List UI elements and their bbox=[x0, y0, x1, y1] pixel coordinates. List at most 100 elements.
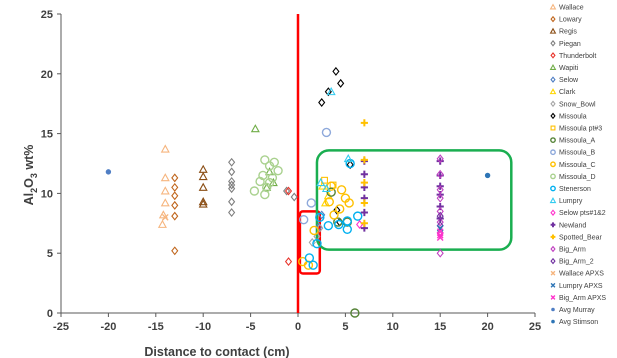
data-point bbox=[160, 144, 170, 153]
data-point bbox=[267, 173, 278, 183]
legend-entry: Lumpry bbox=[559, 198, 583, 205]
data-point bbox=[323, 220, 334, 231]
data-point bbox=[316, 223, 324, 233]
legend-marker bbox=[550, 100, 556, 108]
data-point bbox=[360, 208, 368, 217]
data-point bbox=[171, 182, 179, 192]
legend-marker bbox=[550, 161, 556, 168]
legend-entry: Selow pts#1&2 bbox=[559, 210, 606, 217]
x-tick-label: -10 bbox=[195, 321, 211, 333]
legend-marker bbox=[550, 234, 556, 240]
data-point bbox=[360, 199, 368, 207]
legend-entry: Regis bbox=[559, 29, 577, 36]
data-point bbox=[436, 234, 444, 242]
data-point bbox=[283, 186, 291, 196]
legend-marker bbox=[549, 27, 557, 34]
data-point bbox=[332, 66, 340, 76]
legend-entry: Piegan bbox=[559, 41, 581, 48]
data-point bbox=[303, 260, 314, 270]
legend-marker bbox=[550, 149, 556, 156]
data-point bbox=[360, 170, 368, 178]
legend-entry: Snow_Bowl bbox=[559, 101, 596, 108]
data-point bbox=[171, 191, 179, 201]
data-point bbox=[346, 160, 354, 170]
legend-entry: Newland bbox=[559, 222, 586, 229]
data-point bbox=[298, 215, 309, 225]
legend-marker bbox=[550, 40, 556, 47]
data-point bbox=[337, 78, 345, 88]
legend-marker bbox=[550, 245, 556, 253]
legend-marker bbox=[550, 112, 556, 120]
legend-entry: Missoula_D bbox=[559, 174, 596, 181]
legend-marker bbox=[550, 282, 556, 288]
data-point bbox=[157, 219, 167, 228]
data-point bbox=[436, 157, 444, 165]
legend-entry: Lumpry APXS bbox=[559, 283, 603, 290]
data-point bbox=[353, 211, 363, 221]
data-point bbox=[198, 171, 208, 181]
data-point bbox=[436, 193, 444, 203]
data-point bbox=[158, 210, 168, 219]
x-tick-label: 0 bbox=[295, 321, 301, 333]
data-point bbox=[334, 219, 344, 230]
legend-marker bbox=[549, 88, 557, 95]
data-point bbox=[436, 202, 444, 211]
x-tick-label: -20 bbox=[100, 321, 116, 333]
legend-marker bbox=[550, 270, 556, 276]
data-point bbox=[264, 177, 275, 188]
data-point bbox=[306, 198, 316, 208]
data-point bbox=[105, 169, 112, 175]
legend-entry: Lowary bbox=[559, 17, 582, 24]
data-point bbox=[228, 208, 236, 218]
data-point bbox=[344, 198, 354, 208]
data-point bbox=[171, 200, 179, 210]
x-axis-label: Distance to contact (cm) bbox=[144, 345, 289, 358]
data-point bbox=[360, 219, 368, 227]
data-point bbox=[436, 211, 444, 221]
data-point bbox=[228, 197, 236, 207]
axes bbox=[57, 13, 536, 317]
y-tick-label: 20 bbox=[41, 69, 53, 81]
legend-entry: Wallace bbox=[559, 5, 584, 12]
legend-marker bbox=[550, 137, 556, 144]
legend-marker bbox=[551, 319, 555, 324]
legend-marker bbox=[549, 3, 557, 10]
legend-marker bbox=[550, 173, 556, 180]
data-point bbox=[360, 119, 368, 127]
data-point bbox=[316, 177, 326, 187]
data-point bbox=[228, 157, 236, 167]
data-point bbox=[308, 260, 318, 270]
legend-entry: Selow bbox=[559, 77, 579, 84]
data-point bbox=[436, 248, 444, 258]
data-point bbox=[171, 211, 179, 221]
legend-entry: Clark bbox=[559, 89, 576, 96]
legend-marker bbox=[550, 52, 556, 59]
data-point bbox=[329, 210, 339, 220]
data-points bbox=[105, 66, 491, 318]
legend-entry: Missoula_A bbox=[559, 138, 596, 145]
data-point bbox=[333, 205, 341, 215]
legend-entry: Wapiti bbox=[559, 65, 579, 72]
data-point bbox=[284, 257, 293, 267]
legend-marker bbox=[550, 222, 556, 228]
legend-marker bbox=[550, 209, 556, 216]
y-tick-label: 5 bbox=[47, 248, 53, 260]
legend-entry: Spotted_Bear bbox=[559, 234, 602, 241]
legend-entry: Missoula pt#3 bbox=[559, 126, 602, 133]
y-tick-label: 15 bbox=[41, 129, 53, 141]
x-tick-label: -5 bbox=[246, 321, 256, 333]
annotations bbox=[298, 149, 513, 275]
legend-entry: Avg Murray bbox=[559, 307, 595, 314]
legend-entry: Wallace APXS bbox=[559, 271, 604, 278]
legend-entry: Big_Arm APXS bbox=[559, 295, 606, 302]
data-point bbox=[273, 165, 283, 176]
data-point bbox=[350, 308, 360, 318]
legend-marker bbox=[549, 63, 557, 70]
data-point bbox=[320, 198, 331, 207]
legend-entry: Thunderbolt bbox=[559, 53, 596, 60]
x-tick-label: 20 bbox=[481, 321, 493, 333]
y-axis-label: Al2O3 wt% bbox=[22, 145, 39, 206]
data-point bbox=[360, 179, 368, 187]
legend-marker bbox=[550, 15, 556, 23]
